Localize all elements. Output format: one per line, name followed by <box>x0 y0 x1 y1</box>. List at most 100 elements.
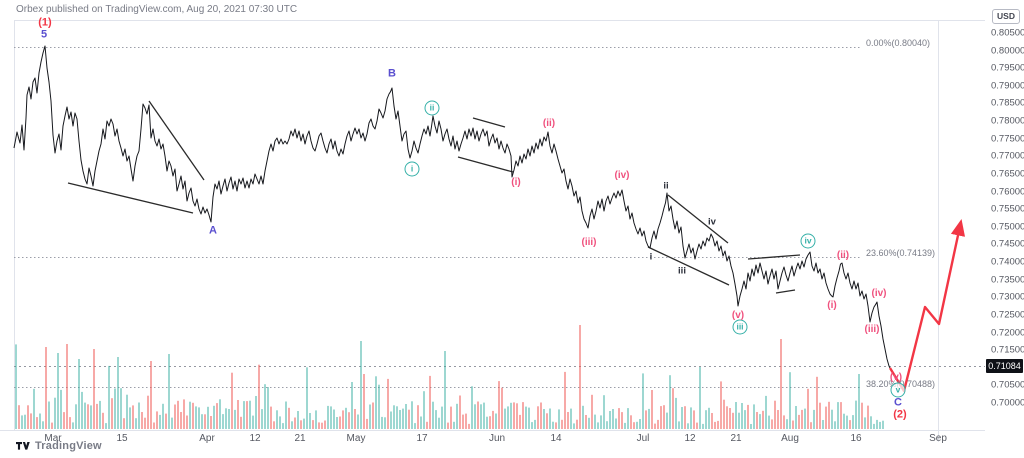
volume-bar <box>414 423 416 429</box>
volume-bar <box>339 416 341 429</box>
wave-label[interactable]: 5 <box>40 28 48 41</box>
wave-label[interactable]: (ii) <box>542 118 556 129</box>
wave-label[interactable]: iv <box>800 233 816 249</box>
time-tick-label: 21 <box>294 433 306 444</box>
trendline[interactable] <box>775 289 796 294</box>
time-axis[interactable]: Mar 15 Apr 12 21 May 17 Jun 14 Jul 12 21 Aug 16 Sep <box>0 430 1024 446</box>
wave-label[interactable]: (iv) <box>871 288 887 299</box>
volume-bar <box>303 418 305 429</box>
volume-bar <box>99 400 101 429</box>
volume-bar <box>114 388 116 429</box>
volume-bar <box>807 388 809 429</box>
volume-bar <box>390 411 392 429</box>
volume-bar <box>645 410 647 429</box>
volume-bar <box>18 405 20 429</box>
volume-bar <box>129 407 131 429</box>
wave-label[interactable]: iii <box>678 265 686 277</box>
volume-bar <box>153 422 155 429</box>
price-tick-label: 0.76500 <box>991 168 1024 180</box>
wave-label[interactable]: B <box>388 67 396 80</box>
volume-bar <box>246 401 248 429</box>
tradingview-logo[interactable]: TradingView <box>16 440 102 452</box>
price-series[interactable] <box>13 45 891 369</box>
trendline[interactable] <box>667 194 729 244</box>
wave-label[interactable]: i <box>404 161 420 177</box>
volume-bar <box>270 406 272 429</box>
volume-bar <box>882 420 884 429</box>
volume-bar <box>300 420 302 429</box>
volume-bar <box>492 410 494 429</box>
volume-bar <box>525 406 527 429</box>
wave-label[interactable]: (ii) <box>836 250 850 261</box>
volume-bar <box>732 412 734 429</box>
wave-label[interactable]: (i) <box>511 177 521 188</box>
volume-bar <box>360 341 362 429</box>
volume-bar <box>324 420 326 429</box>
time-tick-label: Sep <box>929 433 947 444</box>
wave-label[interactable]: (iii) <box>864 324 880 335</box>
volume-bar <box>660 406 662 429</box>
volume-bar <box>24 414 26 429</box>
volume-bar <box>174 404 176 429</box>
volume-bar <box>696 422 698 429</box>
volume-bar <box>576 419 578 429</box>
volume-bar <box>684 406 686 429</box>
wave-label[interactable]: iv <box>708 216 716 228</box>
trendline[interactable] <box>67 182 194 214</box>
wave-label[interactable]: (iv) <box>614 170 630 181</box>
price-axis[interactable]: USD 0.71084 0.80500 0.80000 0.79500 0.79000… <box>985 0 1024 458</box>
volume-bar <box>126 394 128 429</box>
wave-label[interactable]: (iii) <box>581 237 597 248</box>
price-tick-label: 0.79500 <box>991 62 1024 74</box>
volume-bar <box>459 395 461 429</box>
volume-bar <box>783 415 785 429</box>
volume-bar <box>387 378 389 429</box>
trendline[interactable] <box>472 117 506 128</box>
tradingview-logo-icon <box>16 442 30 450</box>
wave-label[interactable]: v <box>890 382 906 398</box>
volume-bar <box>480 404 482 429</box>
trendline[interactable] <box>647 246 730 286</box>
volume-bar <box>384 417 386 429</box>
time-tick-label: Aug <box>781 433 799 444</box>
volume-bar <box>93 349 95 429</box>
wave-label[interactable]: (2) <box>893 408 907 421</box>
wave-label[interactable]: (1) <box>38 16 52 29</box>
volume-bar <box>726 406 728 429</box>
volume-bar <box>738 412 740 429</box>
volume-bar <box>825 406 827 429</box>
volume-bar <box>267 387 269 429</box>
volume-bar <box>144 417 146 429</box>
wave-label[interactable]: ii <box>424 100 440 116</box>
wave-label[interactable]: A <box>209 224 217 237</box>
volume-bar <box>765 395 767 429</box>
volume-bar <box>69 417 71 429</box>
volume-bar <box>156 411 158 429</box>
volume-bar <box>273 421 275 429</box>
wave-label[interactable]: (i) <box>827 300 837 311</box>
trendline[interactable] <box>457 156 514 173</box>
wave-label[interactable]: (v) <box>731 310 745 321</box>
volume-bar <box>849 420 851 429</box>
volume-bar <box>516 403 518 429</box>
volume-bar <box>108 365 110 429</box>
volume-bar <box>297 411 299 429</box>
wave-label[interactable]: (v) <box>889 372 903 383</box>
volume-bar <box>309 413 311 429</box>
volume-bar <box>498 381 500 429</box>
volume-bar <box>669 375 671 429</box>
wave-label[interactable]: i <box>649 251 653 263</box>
volume-bar <box>618 408 620 429</box>
wave-label[interactable]: ii <box>663 180 669 192</box>
trendline[interactable] <box>747 254 801 260</box>
trendline[interactable] <box>148 100 205 181</box>
volume-bar <box>648 408 650 429</box>
volume-bar <box>288 407 290 429</box>
publish-attribution: Orbex published on TradingView.com, Aug … <box>16 4 298 15</box>
time-tick-label: Apr <box>199 433 215 444</box>
wave-label[interactable]: iii <box>732 319 748 335</box>
wave-label[interactable]: C <box>894 396 902 409</box>
volume-bar <box>477 401 479 429</box>
volume-bar <box>102 412 104 429</box>
